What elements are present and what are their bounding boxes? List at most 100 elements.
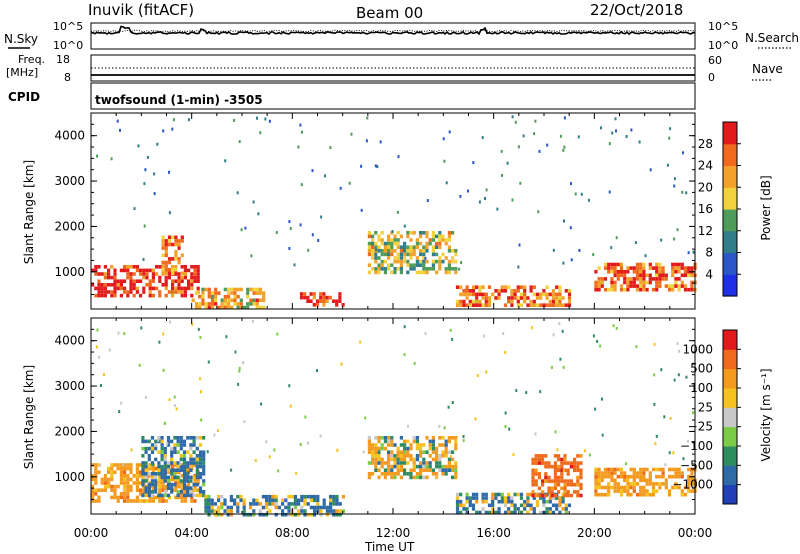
power-cell <box>422 252 426 257</box>
power-cell <box>658 284 662 288</box>
power-scatter-cell <box>289 227 292 231</box>
velocity-cell <box>566 461 570 465</box>
power-scatter-cell <box>563 219 565 223</box>
velocity-cell <box>374 436 378 440</box>
velocity-cell <box>560 472 564 476</box>
power-cell <box>619 262 624 267</box>
power-cell <box>422 270 426 275</box>
power-cell <box>383 241 387 246</box>
power-cell <box>535 303 540 307</box>
velocity-scatter-cell <box>449 455 452 458</box>
power-cell <box>161 267 165 272</box>
power-scatter-cell <box>376 165 379 169</box>
power-cell <box>655 280 659 285</box>
velocity-cell <box>161 481 165 485</box>
velocity-cell <box>182 443 187 447</box>
velocity-cell <box>268 498 272 503</box>
velocity-cell <box>503 510 508 515</box>
power-cell <box>164 283 168 287</box>
velocity-cell <box>542 503 546 508</box>
velocity-cell <box>387 436 391 440</box>
velocity-cell <box>139 481 143 485</box>
velocity-cell <box>141 454 145 458</box>
power-cell <box>545 296 549 300</box>
velocity-cell <box>126 466 130 471</box>
velocity-cell <box>374 457 378 462</box>
velocity-cell <box>548 496 552 500</box>
velocity-cell <box>179 479 183 483</box>
velocity-cell <box>123 463 127 467</box>
velocity-scatter-cell <box>504 411 507 415</box>
freq-tick-top: 18 <box>56 53 70 66</box>
velocity-scatter-cell <box>443 426 446 430</box>
power-scatter-cell <box>403 224 406 228</box>
power-scatter-cell <box>563 116 566 120</box>
velocity-cell <box>189 486 193 490</box>
velocity-colorbar-frame <box>722 329 738 505</box>
time-tick-label: 12:00 <box>376 526 411 540</box>
velocity-cell <box>465 496 469 500</box>
velocity-cell <box>651 482 656 486</box>
power-cell <box>183 268 187 273</box>
velocity-cell <box>160 457 164 462</box>
power-cell <box>190 286 194 291</box>
power-cell <box>374 245 378 249</box>
velocity-cell <box>147 490 151 494</box>
velocity-cell <box>179 443 183 447</box>
velocity-cell <box>303 494 307 499</box>
power-cell <box>632 277 636 281</box>
velocity-cell <box>271 494 275 499</box>
velocity-cell <box>186 490 190 494</box>
velocity-cell <box>444 472 448 476</box>
velocity-cell <box>661 467 665 472</box>
velocity-cell <box>629 474 633 479</box>
velocity-cell <box>179 490 183 494</box>
power-scatter-cell <box>426 199 429 203</box>
velocity-cell <box>198 475 203 480</box>
power-cell <box>390 245 394 249</box>
velocity-cell <box>91 474 95 478</box>
velocity-cell <box>377 450 381 454</box>
power-cell <box>435 270 439 275</box>
power-cell <box>322 292 326 296</box>
power-cell <box>431 249 435 253</box>
power-cell <box>239 298 243 303</box>
power-colorbar-swatch <box>723 274 737 297</box>
power-cell <box>164 293 168 298</box>
velocity-cell <box>553 461 557 465</box>
velocity-cell <box>444 464 448 469</box>
velocity-scatter-cell <box>242 361 245 365</box>
power-cell <box>226 298 231 303</box>
velocity-cell <box>576 468 580 473</box>
power-cell <box>132 293 136 298</box>
velocity-cell <box>123 484 127 489</box>
power-cell <box>680 273 684 278</box>
velocity-cell <box>661 471 665 475</box>
power-cell <box>687 269 691 274</box>
velocity-cell <box>451 457 455 462</box>
power-cell <box>167 275 171 280</box>
power-cell <box>183 265 187 269</box>
velocity-cell <box>390 457 394 462</box>
power-scatter-cell <box>638 140 641 144</box>
velocity-cell <box>261 505 265 510</box>
power-cell <box>519 285 524 289</box>
power-cell <box>462 292 466 297</box>
velocity-cell <box>335 498 339 503</box>
power-cell <box>435 259 439 264</box>
velocity-cell <box>189 464 193 469</box>
power-cell <box>107 272 111 276</box>
power-cell <box>107 268 111 273</box>
velocity-scatter-cell <box>144 396 147 399</box>
velocity-scatter-cell <box>512 453 515 457</box>
velocity-cell <box>629 482 633 486</box>
velocity-cell <box>192 475 196 480</box>
velocity-cell <box>135 470 139 474</box>
power-cell <box>91 268 95 273</box>
power-cell <box>459 303 463 307</box>
velocity-cell <box>113 463 117 467</box>
velocity-cell <box>447 439 451 444</box>
power-cell <box>393 234 397 239</box>
power-cell <box>626 280 630 285</box>
power-cell <box>399 245 403 249</box>
